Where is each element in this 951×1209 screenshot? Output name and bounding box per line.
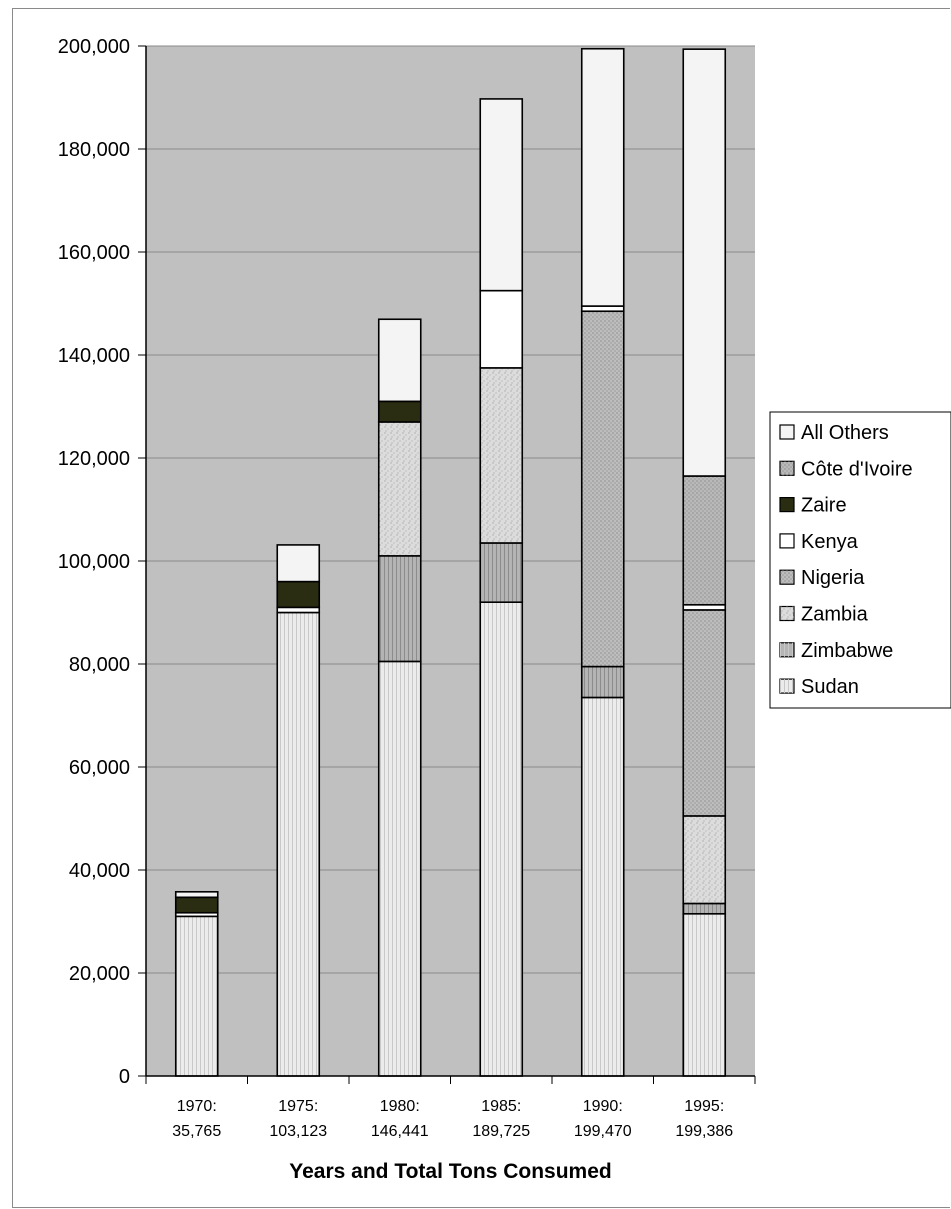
bar-segment-zimbabwe [377, 555, 422, 663]
x-tick-label: 1995: 199,386 [675, 1098, 733, 1140]
bar-segment-sudan [580, 696, 625, 1077]
legend-swatch [779, 424, 795, 440]
bar-segment-sudan [276, 611, 321, 1077]
bars [174, 47, 727, 1077]
legend-item: Zaire [779, 495, 847, 517]
bar-segment-zaire [174, 896, 219, 914]
x-tick-label: 1990: 199,470 [574, 1098, 632, 1140]
legend-item: Sudan [779, 676, 859, 698]
legend-swatch [779, 497, 795, 513]
legend-label: Zaire [801, 495, 847, 517]
bar-segment-all-others [479, 98, 524, 292]
bar-segment-zambia [682, 815, 727, 905]
bar-segment-zaire [377, 400, 422, 423]
bar-segment-kenya [479, 289, 524, 369]
bar-segment-sudan [479, 601, 524, 1077]
bar-segment-sudan [377, 660, 422, 1077]
y-tick-label: 160,000 [58, 242, 130, 264]
legend-label: Zimbabwe [801, 640, 893, 662]
legend-label: All Others [801, 422, 889, 444]
bar-segment-all-others [377, 318, 422, 403]
x-tick-label: 1980: 146,441 [371, 1098, 429, 1140]
legend: All Others Côte d'Ivoire Zaire Kenya Nigeria… [769, 411, 951, 709]
y-tick-label: 120,000 [58, 448, 130, 470]
x-tick-label: 1985: 189,725 [472, 1098, 530, 1140]
axes [138, 45, 756, 1084]
legend-item: Nigeria [779, 567, 865, 589]
y-tick-label: 0 [119, 1066, 130, 1088]
y-tick-label: 80,000 [69, 654, 130, 676]
x-tick-label: 1975: 103,123 [269, 1098, 327, 1140]
bar-segment-all-others [174, 891, 219, 899]
legend-label: Sudan [801, 676, 859, 698]
x-tick-label: 1970: 35,765 [172, 1098, 221, 1140]
y-tick-label: 200,000 [58, 36, 130, 58]
y-tick-labels: 0 20,000 40,000 60,000 80,000 100,000 120,000 1… [58, 36, 130, 1088]
y-tick-label: 40,000 [69, 860, 130, 882]
legend-swatch [779, 533, 795, 549]
y-tick-label: 20,000 [69, 963, 130, 985]
y-tick-label: 100,000 [58, 551, 130, 573]
bar-segment-zambia [479, 367, 524, 544]
legend-box [769, 411, 951, 709]
bar-segment-sudan [682, 912, 727, 1077]
gridlines [146, 45, 755, 974]
x-axis-label: Years and Total Tons Consumed [289, 1160, 611, 1183]
bar-segment-nigeria [580, 310, 625, 668]
bar-segment-all-others [580, 47, 625, 307]
legend-label: Nigeria [801, 567, 865, 589]
y-tick-label: 60,000 [69, 757, 130, 779]
x-tick-labels: 1970: 35,765 1975: 103,123 1980: 146,441 1985:… [172, 1098, 733, 1140]
bar-segment-zaire [276, 580, 321, 609]
bar-segment-c-te-d-ivoire [682, 475, 727, 606]
legend-item: Côte d'Ivoire [779, 458, 913, 480]
bar-segment-sudan [174, 915, 219, 1077]
bar-segment-zimbabwe [479, 542, 524, 603]
bar-segment-nigeria [682, 609, 727, 817]
bar-segment-zimbabwe [682, 902, 727, 915]
bar-segment-zambia [377, 421, 422, 557]
bar-segment-all-others [276, 544, 321, 583]
legend-label: Côte d'Ivoire [801, 458, 913, 480]
legend-item: Kenya [779, 531, 859, 553]
legend-item: All Others [779, 422, 889, 444]
y-tick-label: 180,000 [58, 139, 130, 161]
bar-segment-zimbabwe [580, 665, 625, 699]
legend-label: Kenya [801, 531, 859, 553]
legend-item: Zambia [779, 604, 869, 626]
legend-label: Zambia [801, 604, 869, 626]
legend-item: Zimbabwe [779, 640, 893, 662]
y-tick-label: 140,000 [58, 345, 130, 367]
bar-segment-all-others [682, 48, 727, 477]
